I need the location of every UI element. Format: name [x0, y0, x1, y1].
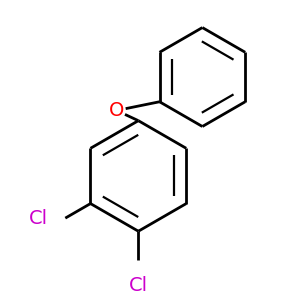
Text: Cl: Cl [29, 208, 48, 228]
Text: Cl: Cl [129, 276, 148, 295]
Text: O: O [109, 101, 124, 120]
